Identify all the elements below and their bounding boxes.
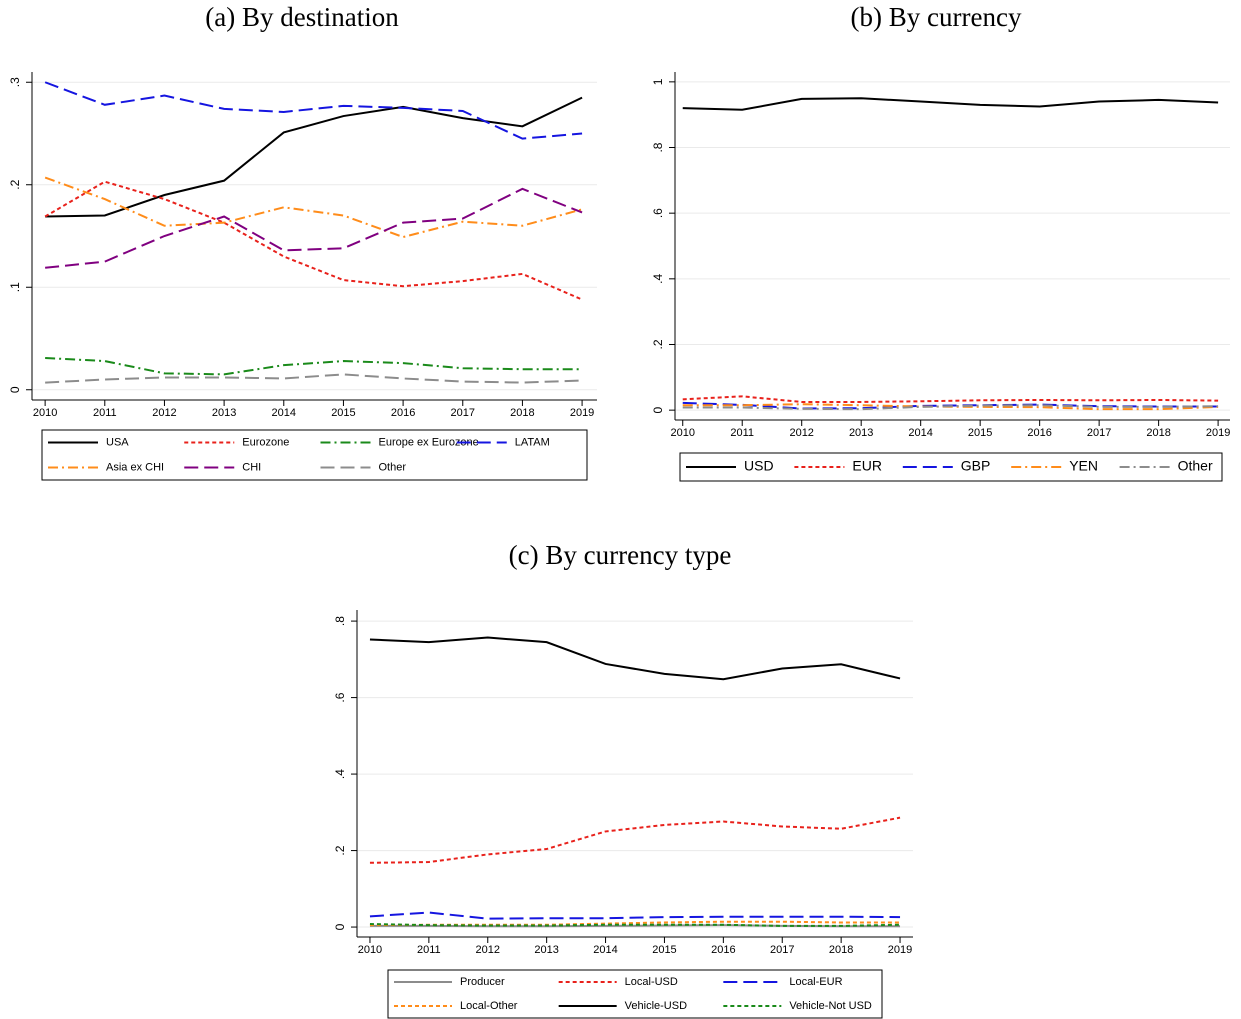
x-tick-label: 2013 bbox=[534, 944, 558, 956]
chart-title: (b) By currency bbox=[851, 2, 1022, 32]
y-tick-label: .8 bbox=[333, 616, 347, 626]
y-tick-label: .3 bbox=[8, 77, 22, 87]
series-line bbox=[682, 404, 1219, 411]
chart-title: (c) By currency type bbox=[509, 540, 732, 570]
x-tick-label: 2011 bbox=[93, 407, 117, 419]
x-tick-label: 2014 bbox=[908, 427, 932, 439]
x-tick-label: 2011 bbox=[417, 944, 441, 956]
y-tick-label: .2 bbox=[8, 179, 22, 189]
legend-label: YEN bbox=[1069, 458, 1098, 474]
legend-label: Other bbox=[379, 461, 407, 473]
x-tick-label: 2016 bbox=[1027, 427, 1051, 439]
legend-box bbox=[41, 429, 588, 481]
x-tick-label: 2012 bbox=[789, 427, 813, 439]
series-line bbox=[44, 81, 583, 140]
legend-label: Local-EUR bbox=[789, 976, 842, 988]
legend-label: Vehicle-USD bbox=[625, 1000, 687, 1012]
x-tick-label: 2016 bbox=[391, 407, 415, 419]
y-tick-label: .4 bbox=[333, 769, 347, 779]
x-tick-label: 2010 bbox=[33, 407, 57, 419]
series-line bbox=[45, 96, 583, 218]
x-tick-label: 2015 bbox=[968, 427, 992, 439]
x-tick-label: 2019 bbox=[888, 944, 912, 956]
y-tick-label: .6 bbox=[333, 692, 347, 702]
series-line bbox=[369, 923, 901, 927]
y-tick-label: 0 bbox=[333, 923, 347, 930]
series-line bbox=[45, 356, 583, 376]
y-tick-label: 0 bbox=[8, 386, 22, 393]
y-tick-label: .2 bbox=[651, 339, 665, 349]
x-tick-label: 2011 bbox=[730, 427, 754, 439]
legend-label: Local-USD bbox=[625, 976, 678, 988]
series-line bbox=[369, 816, 901, 864]
x-tick-label: 2013 bbox=[849, 427, 873, 439]
x-tick-label: 2018 bbox=[1146, 427, 1170, 439]
y-tick-label: .2 bbox=[333, 845, 347, 855]
y-tick-label: 0 bbox=[651, 406, 665, 413]
x-tick-label: 2018 bbox=[829, 944, 853, 956]
x-tick-label: 2019 bbox=[570, 407, 594, 419]
legend-label: USA bbox=[106, 436, 129, 448]
x-tick-label: 2019 bbox=[1206, 427, 1230, 439]
x-tick-label: 2018 bbox=[510, 407, 534, 419]
legend-label: EUR bbox=[852, 458, 882, 474]
y-tick-label: .8 bbox=[651, 142, 665, 152]
series-line bbox=[45, 373, 583, 384]
y-tick-label: .1 bbox=[8, 282, 22, 292]
x-tick-label: 2014 bbox=[272, 407, 296, 419]
y-tick-label: .4 bbox=[651, 274, 665, 284]
series-line bbox=[369, 920, 901, 927]
x-tick-label: 2017 bbox=[1087, 427, 1111, 439]
y-tick-label: .6 bbox=[651, 208, 665, 218]
x-tick-label: 2013 bbox=[212, 407, 236, 419]
series-line bbox=[44, 176, 583, 239]
x-tick-label: 2014 bbox=[593, 944, 617, 956]
x-tick-label: 2015 bbox=[652, 944, 676, 956]
series-line bbox=[682, 395, 1219, 403]
x-tick-label: 2016 bbox=[711, 944, 735, 956]
legend-label: LATAM bbox=[515, 436, 550, 448]
x-tick-label: 2012 bbox=[476, 944, 500, 956]
legend-label: Asia ex CHI bbox=[106, 461, 164, 473]
chart-title: (a) By destination bbox=[205, 2, 399, 32]
x-tick-label: 2010 bbox=[670, 427, 694, 439]
legend-label: Other bbox=[1178, 458, 1213, 474]
series-line bbox=[45, 187, 583, 269]
x-tick-label: 2012 bbox=[152, 407, 176, 419]
legend-label: GBP bbox=[961, 458, 991, 474]
legend-label: Eurozone bbox=[242, 436, 289, 448]
legend-box bbox=[387, 969, 883, 1019]
y-tick-label: 1 bbox=[651, 78, 665, 85]
legend-label: Local-Other bbox=[460, 1000, 518, 1012]
legend-label: Europe ex Eurozone bbox=[379, 436, 479, 448]
series-line bbox=[682, 97, 1219, 111]
series-line bbox=[369, 911, 901, 920]
x-tick-label: 2010 bbox=[358, 944, 382, 956]
legend-label: Producer bbox=[460, 976, 505, 988]
x-tick-label: 2017 bbox=[770, 944, 794, 956]
legend-label: Vehicle-Not USD bbox=[789, 1000, 872, 1012]
series-line bbox=[369, 636, 901, 681]
legend-box bbox=[679, 452, 1223, 482]
x-tick-label: 2015 bbox=[331, 407, 355, 419]
legend-label: CHI bbox=[242, 461, 261, 473]
series-line bbox=[44, 180, 583, 301]
legend-label: USD bbox=[744, 458, 774, 474]
x-tick-label: 2017 bbox=[451, 407, 475, 419]
